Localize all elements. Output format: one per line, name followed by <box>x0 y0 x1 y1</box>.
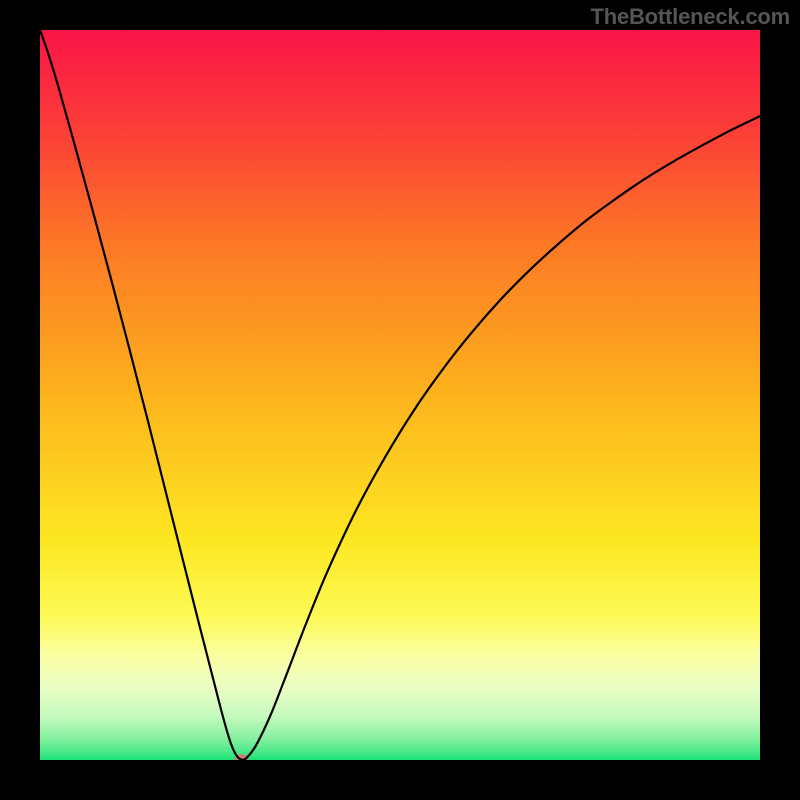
plot-background <box>40 30 760 760</box>
watermark-text: TheBottleneck.com <box>590 4 790 30</box>
chart-container: TheBottleneck.com <box>0 0 800 800</box>
bottleneck-chart <box>0 0 800 800</box>
